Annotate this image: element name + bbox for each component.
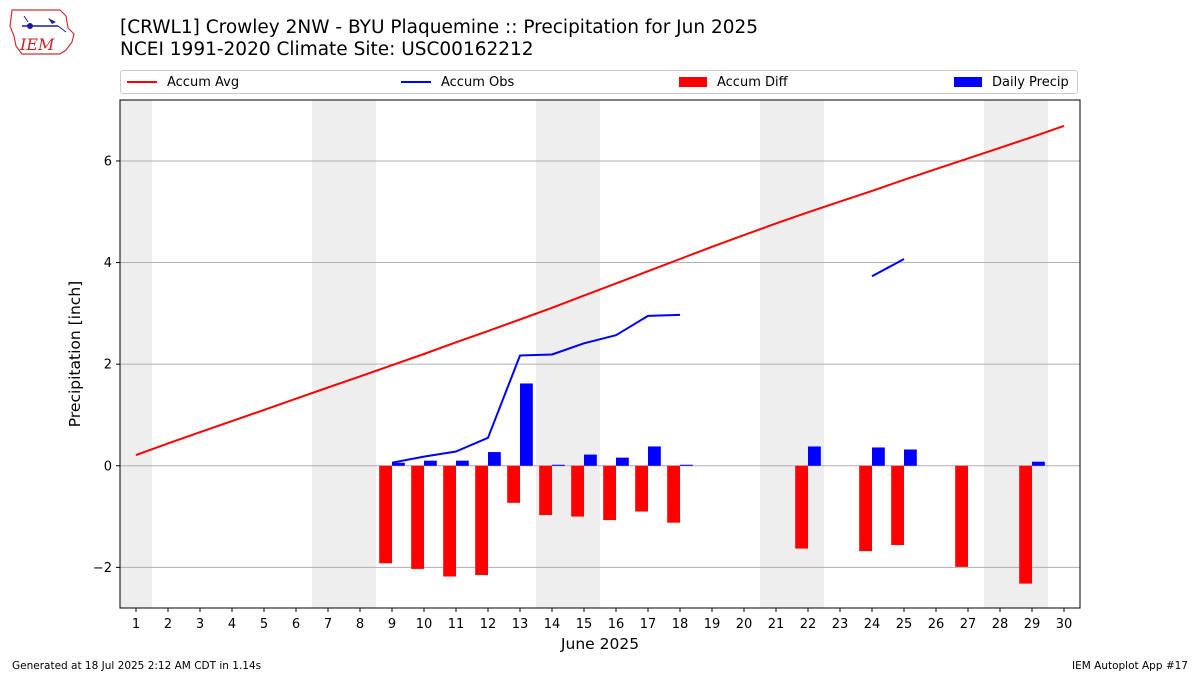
weekend-shade-day-8 (344, 100, 376, 608)
x-tick-label: 21 (768, 617, 785, 632)
y-tick-label: 4 (104, 256, 112, 271)
x-tick-label: 30 (1056, 617, 1073, 632)
accum-diff-bar (1019, 465, 1032, 584)
x-tick-label: 8 (356, 617, 364, 632)
chart-title: [CRWL1] Crowley 2NW - BYU Plaquemine :: … (120, 17, 758, 61)
x-tick-label: 20 (736, 617, 753, 632)
x-tick-label: 26 (928, 617, 945, 632)
legend-accum-diff-swatch (679, 77, 707, 87)
x-tick-label: 24 (864, 617, 881, 632)
x-tick-label: 23 (832, 617, 849, 632)
daily-precip-bar (392, 462, 405, 466)
x-tick-label: 12 (480, 617, 497, 632)
accum-diff-bar (635, 465, 648, 512)
x-tick-label: 17 (640, 617, 657, 632)
footer-app: IEM Autoplot App #17 (1072, 660, 1188, 672)
accum-obs-line (391, 313, 681, 464)
x-tick-label: 15 (576, 617, 593, 632)
y-tick-label: −2 (93, 561, 112, 576)
accum-diff-bar (955, 465, 968, 567)
accum-avg-line (135, 124, 1065, 457)
x-tick-label: 10 (416, 617, 433, 632)
x-tick-label: 27 (960, 617, 977, 632)
weekend-shade-day-28 (984, 100, 1016, 608)
daily-precip-bar (648, 446, 661, 466)
y-tick-label: 2 (104, 358, 112, 373)
legend-accum-obs-label: Accum Obs (441, 74, 515, 90)
x-tick-label: 18 (672, 617, 689, 632)
daily-precip-bar (552, 464, 565, 466)
svg-text:IEM: IEM (19, 35, 55, 54)
legend-daily-precip-label: Daily Precip (992, 74, 1069, 90)
y-tick-label: 6 (104, 154, 112, 169)
daily-precip-bar (488, 452, 501, 466)
legend-accum-diff-label: Accum Diff (717, 74, 788, 90)
weekend-shade-day-21 (760, 100, 792, 608)
daily-precip-bar (872, 447, 885, 466)
x-tick-label: 11 (448, 617, 465, 632)
x-tick-label: 3 (196, 617, 204, 632)
accum-diff-bar (539, 465, 552, 516)
accum-diff-bar (571, 465, 584, 517)
accum-diff-bar (795, 465, 808, 549)
daily-precip-bar (680, 464, 693, 466)
accum-diff-bar (507, 465, 520, 503)
legend-accum-avg-swatch (127, 81, 157, 83)
x-tick-label: 5 (260, 617, 268, 632)
accum-diff-bar (475, 465, 488, 575)
daily-precip-bar (904, 449, 917, 466)
legend-daily-precip: Daily Precip (954, 71, 1069, 93)
x-tick-label: 19 (704, 617, 721, 632)
weekend-shade-day-7 (312, 100, 344, 608)
y-tick-label: 0 (104, 459, 112, 474)
daily-precip-bar (616, 457, 629, 466)
footer-generated: Generated at 18 Jul 2025 2:12 AM CDT in … (12, 660, 262, 672)
weekend-shade-day-1 (120, 100, 152, 608)
x-tick-label: 22 (800, 617, 817, 632)
daily-precip-bar (584, 454, 597, 466)
accum-diff-bar (379, 465, 392, 564)
accum-obs-line (871, 258, 905, 278)
title-line-1: [CRWL1] Crowley 2NW - BYU Plaquemine :: … (120, 17, 759, 38)
accum-diff-bar (443, 465, 456, 577)
daily-precip-bar (456, 460, 469, 466)
plot-frame (119, 99, 1081, 609)
daily-precip-bar (520, 383, 533, 466)
accum-diff-bar (891, 465, 904, 546)
x-tick-label: 16 (608, 617, 625, 632)
x-axis-label: June 2025 (560, 635, 639, 653)
x-tick-label: 4 (228, 617, 236, 632)
x-tick-label: 28 (992, 617, 1009, 632)
x-tick-label: 13 (512, 617, 529, 632)
legend-daily-precip-swatch (954, 77, 982, 87)
legend-accum-obs: Accum Obs (401, 71, 514, 93)
iem-logo: IEM (9, 9, 75, 55)
x-tick-label: 6 (292, 617, 300, 632)
legend-accum-diff: Accum Diff (679, 71, 788, 93)
x-tick-label: 14 (544, 617, 561, 632)
accum-diff-bar (411, 465, 424, 569)
daily-precip-bar (424, 460, 437, 466)
chart-legend: Accum Avg Accum Obs Accum Diff Daily Pre… (120, 70, 1078, 94)
legend-accum-avg: Accum Avg (127, 71, 239, 93)
legend-accum-avg-label: Accum Avg (167, 74, 240, 90)
x-tick-label: 25 (896, 617, 913, 632)
weekend-shade-day-15 (568, 100, 600, 608)
legend-accum-obs-swatch (401, 81, 431, 83)
x-tick-label: 7 (324, 617, 332, 632)
y-axis-label: Precipitation [inch] (66, 281, 84, 427)
accum-diff-bar (859, 465, 872, 552)
accum-diff-bar (667, 465, 680, 523)
x-tick-label: 29 (1024, 617, 1041, 632)
daily-precip-bar (1032, 461, 1045, 466)
x-tick-label: 9 (388, 617, 396, 632)
daily-precip-bar (808, 446, 821, 466)
accum-diff-bar (603, 465, 616, 521)
title-line-2: NCEI 1991-2020 Climate Site: USC00162212 (120, 39, 534, 60)
x-tick-label: 1 (132, 617, 140, 632)
x-tick-label: 2 (164, 617, 172, 632)
